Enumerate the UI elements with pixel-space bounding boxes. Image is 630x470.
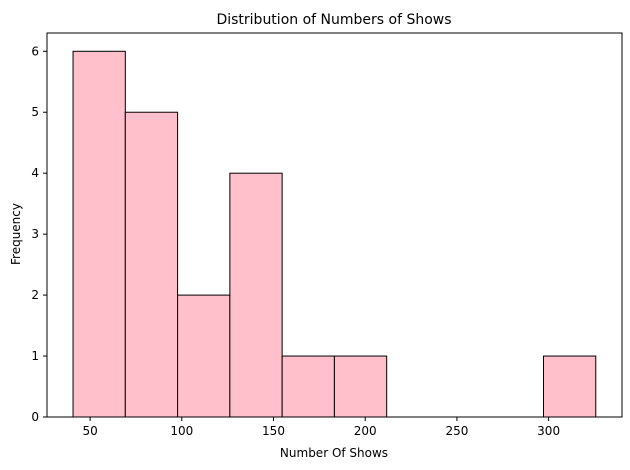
plot-frame bbox=[46, 32, 623, 418]
x-axis-title: Number Of Shows bbox=[280, 446, 388, 460]
histogram-bar-6 bbox=[333, 355, 388, 418]
y-tick-label: 0 bbox=[31, 410, 39, 424]
histogram-bar-5 bbox=[281, 355, 335, 418]
y-tick-label: 1 bbox=[31, 349, 39, 363]
y-axis-ticks: 0 1 2 3 4 5 6 bbox=[31, 44, 47, 424]
histogram-bar-2 bbox=[124, 111, 179, 418]
histogram-bar-1 bbox=[72, 50, 126, 418]
y-axis-title: Frequency bbox=[9, 203, 23, 265]
y-tick-label: 6 bbox=[31, 44, 39, 58]
chart-title: Distribution of Numbers of Shows bbox=[216, 12, 451, 28]
y-tick-label: 5 bbox=[31, 105, 39, 119]
histogram-bar-4 bbox=[229, 172, 283, 418]
histogram-bar-3 bbox=[177, 294, 231, 418]
x-axis-ticks: 50 100 150 200 250 300 bbox=[82, 417, 560, 438]
y-tick-label: 2 bbox=[31, 288, 39, 302]
x-tick-label: 300 bbox=[537, 424, 560, 438]
histogram-bar-10 bbox=[542, 355, 597, 418]
x-tick-label: 100 bbox=[170, 424, 193, 438]
x-tick-label: 250 bbox=[445, 424, 468, 438]
x-tick-label: 50 bbox=[82, 424, 97, 438]
x-tick-label: 200 bbox=[354, 424, 377, 438]
bars-group bbox=[72, 50, 597, 418]
x-tick-label: 150 bbox=[262, 424, 285, 438]
y-tick-label: 3 bbox=[31, 227, 39, 241]
y-tick-label: 4 bbox=[31, 166, 39, 180]
